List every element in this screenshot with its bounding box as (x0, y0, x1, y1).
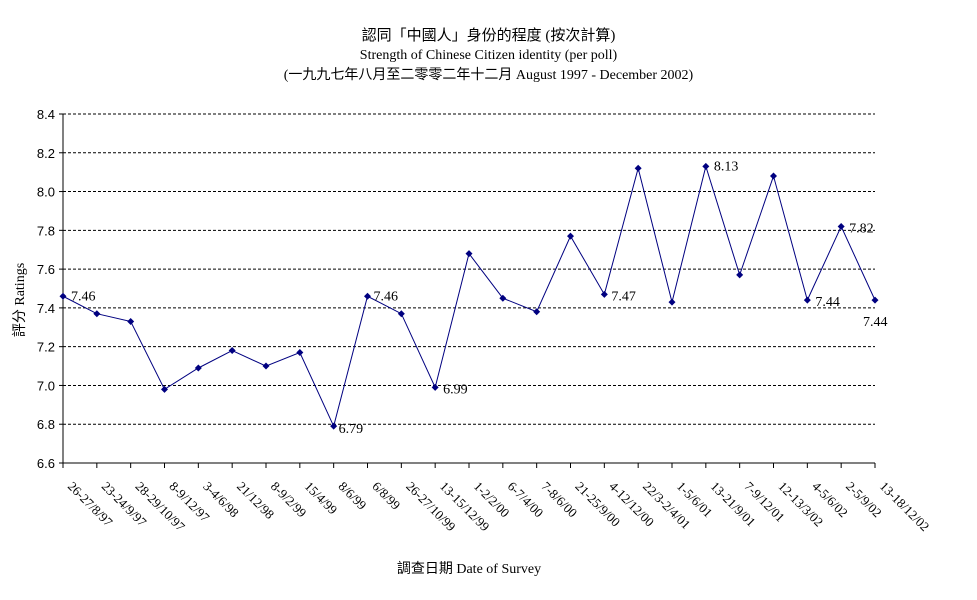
y-tick-labels: 6.6 6.8 7.0 7.2 7.4 7.6 7.8 8.0 8.2 8.4 (37, 107, 55, 471)
data-point (533, 308, 541, 316)
data-point (837, 222, 845, 230)
data-point (228, 347, 236, 355)
data-point (59, 292, 67, 300)
data-point (93, 310, 101, 318)
x-tick-label: 13-18/12/02 (877, 479, 933, 535)
data-point (465, 250, 473, 258)
data-point (127, 317, 135, 325)
y-tick-label: 7.8 (37, 223, 55, 238)
chart-subtitle: Strength of Chinese Citizen identity (pe… (359, 48, 618, 63)
data-point (194, 364, 202, 372)
data-point (397, 310, 405, 318)
data-point (499, 294, 507, 302)
y-tick-label: 7.6 (37, 262, 55, 277)
data-point (871, 296, 879, 304)
x-axis-label: 調查日期 Date of Survey (397, 561, 541, 577)
y-tick-label: 6.6 (37, 456, 55, 471)
x-tick-label: 6-7/4/00 (505, 479, 547, 521)
data-point (736, 271, 744, 279)
chart-titles: 認同「中國人」身份的程度 (按次計算) Strength of Chinese … (0, 26, 977, 86)
data-label: 7.82 (849, 221, 874, 236)
data-label: 7.47 (611, 289, 636, 304)
data-point (567, 232, 574, 240)
data-point (634, 164, 642, 172)
x-tick-label: 8/6/99 (336, 479, 370, 513)
y-tick-label: 8.2 (37, 146, 55, 161)
data-point (668, 298, 676, 306)
x-tick-label: 7-8/6/00 (539, 479, 581, 521)
x-tick-label: 6/8/99 (369, 479, 403, 513)
chart-subtitle-period: (一九九七年八月至二零零二年十二月 August 1997 - December… (283, 68, 694, 83)
data-label: 6.79 (339, 422, 364, 437)
data-point (803, 296, 811, 304)
data-point (364, 292, 371, 300)
data-label: 7.44 (863, 315, 888, 330)
x-tick-label: 2-5/9/02 (843, 479, 885, 521)
data-point (702, 162, 710, 170)
gridlines (59, 113, 875, 464)
data-point (330, 422, 338, 430)
data-point (431, 383, 439, 391)
data-label: 7.44 (815, 295, 840, 310)
y-tick-label: 8.0 (37, 185, 55, 200)
data-point (161, 385, 168, 393)
data-label: 7.46 (374, 289, 399, 304)
data-points (59, 162, 879, 430)
data-point (770, 172, 777, 180)
y-tick-label: 7.0 (37, 378, 55, 393)
x-tick-labels: 26-27/8/9723-24/9/9728-29/10/978-9/12/97… (65, 479, 933, 535)
data-point (600, 290, 608, 298)
data-point (296, 348, 304, 356)
y-axis-label: 評分 Ratings (12, 263, 28, 337)
y-tick-label: 8.4 (37, 107, 55, 122)
y-tick-label: 6.8 (37, 417, 55, 432)
y-tick-label: 7.2 (37, 340, 55, 355)
y-tick-label: 7.4 (37, 301, 55, 316)
data-label: 6.99 (443, 382, 468, 397)
data-label: 8.13 (714, 159, 739, 174)
data-label: 7.46 (71, 289, 96, 304)
series-line (62, 164, 876, 428)
data-labels: 7.46 6.79 7.46 6.99 7.47 8.13 7.44 7.82 7.44 (71, 159, 888, 437)
data-point (262, 362, 270, 370)
axes (62, 114, 876, 468)
chart-title: 認同「中國人」身份的程度 (按次計算) (361, 28, 616, 44)
